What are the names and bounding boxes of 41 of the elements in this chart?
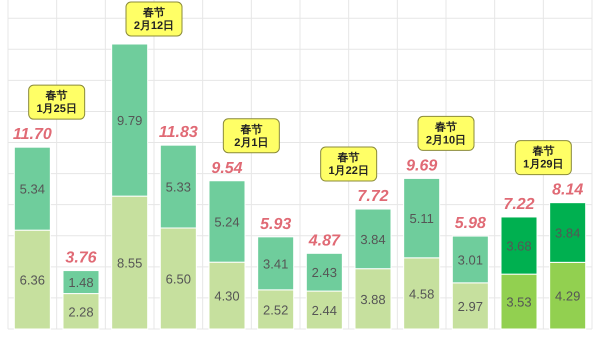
data-label: 5.33 xyxy=(166,180,191,195)
data-label: 2.28 xyxy=(68,304,94,320)
data-label: 2.52 xyxy=(263,302,288,318)
data-label: 3.68 xyxy=(506,238,532,254)
data-label: 1.48 xyxy=(68,275,94,290)
annotation: 春节 2月10日 xyxy=(426,120,466,146)
data-label: 9.79 xyxy=(117,113,142,128)
total-label: 8.14 xyxy=(552,182,584,199)
total-label: 3.76 xyxy=(65,250,97,267)
data-label: 5.34 xyxy=(20,182,45,197)
total-label: 11.70 xyxy=(12,126,52,144)
annotation: 春节 1月25日 xyxy=(36,89,77,116)
total-label: 4.87 xyxy=(308,232,342,250)
data-label: 6.36 xyxy=(20,272,45,288)
data-label: 8.55 xyxy=(117,256,142,271)
text: 春节 2月12日 xyxy=(134,6,174,32)
data-label: 6.50 xyxy=(166,271,191,286)
data-label: 3.84 xyxy=(555,226,580,240)
total-label: 9.69 xyxy=(406,157,438,174)
data-label: 3.01 xyxy=(458,252,483,268)
annotation: 春节 1月22日 xyxy=(328,151,369,178)
total-label: 7.72 xyxy=(357,188,389,206)
data-label: 5.11 xyxy=(409,211,434,226)
total-label: 9.54 xyxy=(211,160,243,177)
data-label: 3.84 xyxy=(360,232,386,247)
data-label: 3.88 xyxy=(360,292,386,307)
total-label: 5.93 xyxy=(260,216,292,233)
total-label: 11.83 xyxy=(158,124,198,142)
annotation: 春节 2月1日 xyxy=(234,122,268,149)
data-label: 3.41 xyxy=(263,256,288,272)
data-label: 2.97 xyxy=(458,298,483,314)
data-label: 3.53 xyxy=(506,294,532,310)
total-label: 7.22 xyxy=(503,196,535,213)
data-label: 5.24 xyxy=(214,214,240,230)
data-label: 2.44 xyxy=(312,303,337,318)
data-label: 4.58 xyxy=(409,286,434,302)
data-label: 4.29 xyxy=(555,288,580,304)
total-label: 5.98 xyxy=(454,215,486,232)
data-label: 4.30 xyxy=(214,288,240,304)
annotation: 春节 1月29日 xyxy=(523,144,564,171)
data-label: 2.43 xyxy=(312,265,337,280)
